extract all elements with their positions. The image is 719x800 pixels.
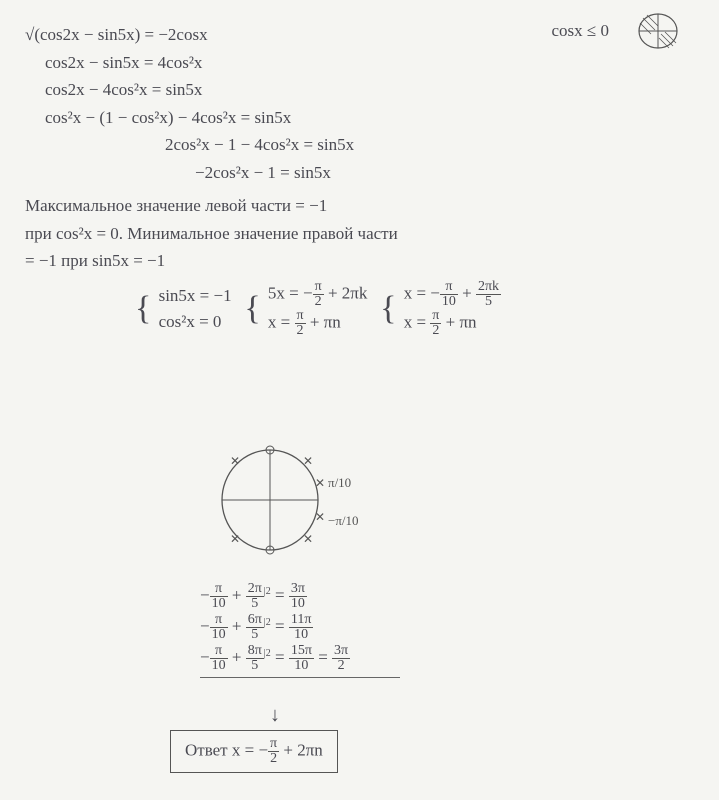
- svg-text:✕: ✕: [230, 454, 240, 468]
- note-2: при cos²x = 0. Минимальное значение прав…: [25, 221, 694, 247]
- equation-2: cos2x − sin5x = 4cos²x: [25, 50, 694, 76]
- label-pi10: π/10: [328, 475, 351, 490]
- svg-text:✕: ✕: [230, 532, 240, 546]
- note-1: Максимальное значение левой части = −1: [25, 193, 694, 219]
- answer-box: Ответ x = −π2 + 2πn: [170, 730, 338, 773]
- condition: cosx ≤ 0: [552, 18, 610, 44]
- equation-3: cos2x − 4cos²x = sin5x: [25, 77, 694, 103]
- calculations: −π10 + 2π5|2 = 3π10 −π10 + 6π5|2 = 11π10…: [200, 580, 400, 682]
- down-arrow: ↓: [270, 700, 280, 730]
- equation-6: −2cos²x − 1 = sin5x: [25, 160, 694, 186]
- svg-text:✕: ✕: [315, 510, 325, 524]
- equation-4: cos²x − (1 − cos²x) − 4cos²x = sin5x: [25, 105, 694, 131]
- svg-text:✕: ✕: [303, 454, 313, 468]
- note-3: = −1 при sin5x = −1: [25, 248, 694, 274]
- label-neg-pi10: −π/10: [328, 513, 359, 528]
- svg-text:✕: ✕: [315, 476, 325, 490]
- svg-text:✕: ✕: [303, 532, 313, 546]
- equation-5: 2cos²x − 1 − 4cos²x = sin5x: [25, 132, 694, 158]
- unit-circle-diagram: ✕ ✕ ✕ ✕ ✕ ✕ π/10 −π/10: [200, 435, 370, 565]
- unit-circle-small: [637, 10, 679, 52]
- system-row: { sin5x = −1 cos²x = 0 { 5x = −π2 + 2πk …: [25, 280, 694, 338]
